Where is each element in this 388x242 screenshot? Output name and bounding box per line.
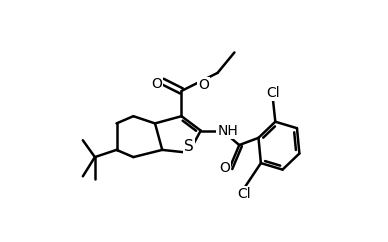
Text: NH: NH [217, 124, 238, 138]
Text: Cl: Cl [237, 187, 251, 201]
Text: O: O [151, 77, 163, 91]
Text: S: S [184, 139, 194, 154]
Text: O: O [198, 78, 209, 92]
Text: Cl: Cl [266, 86, 280, 100]
Text: O: O [219, 161, 230, 175]
